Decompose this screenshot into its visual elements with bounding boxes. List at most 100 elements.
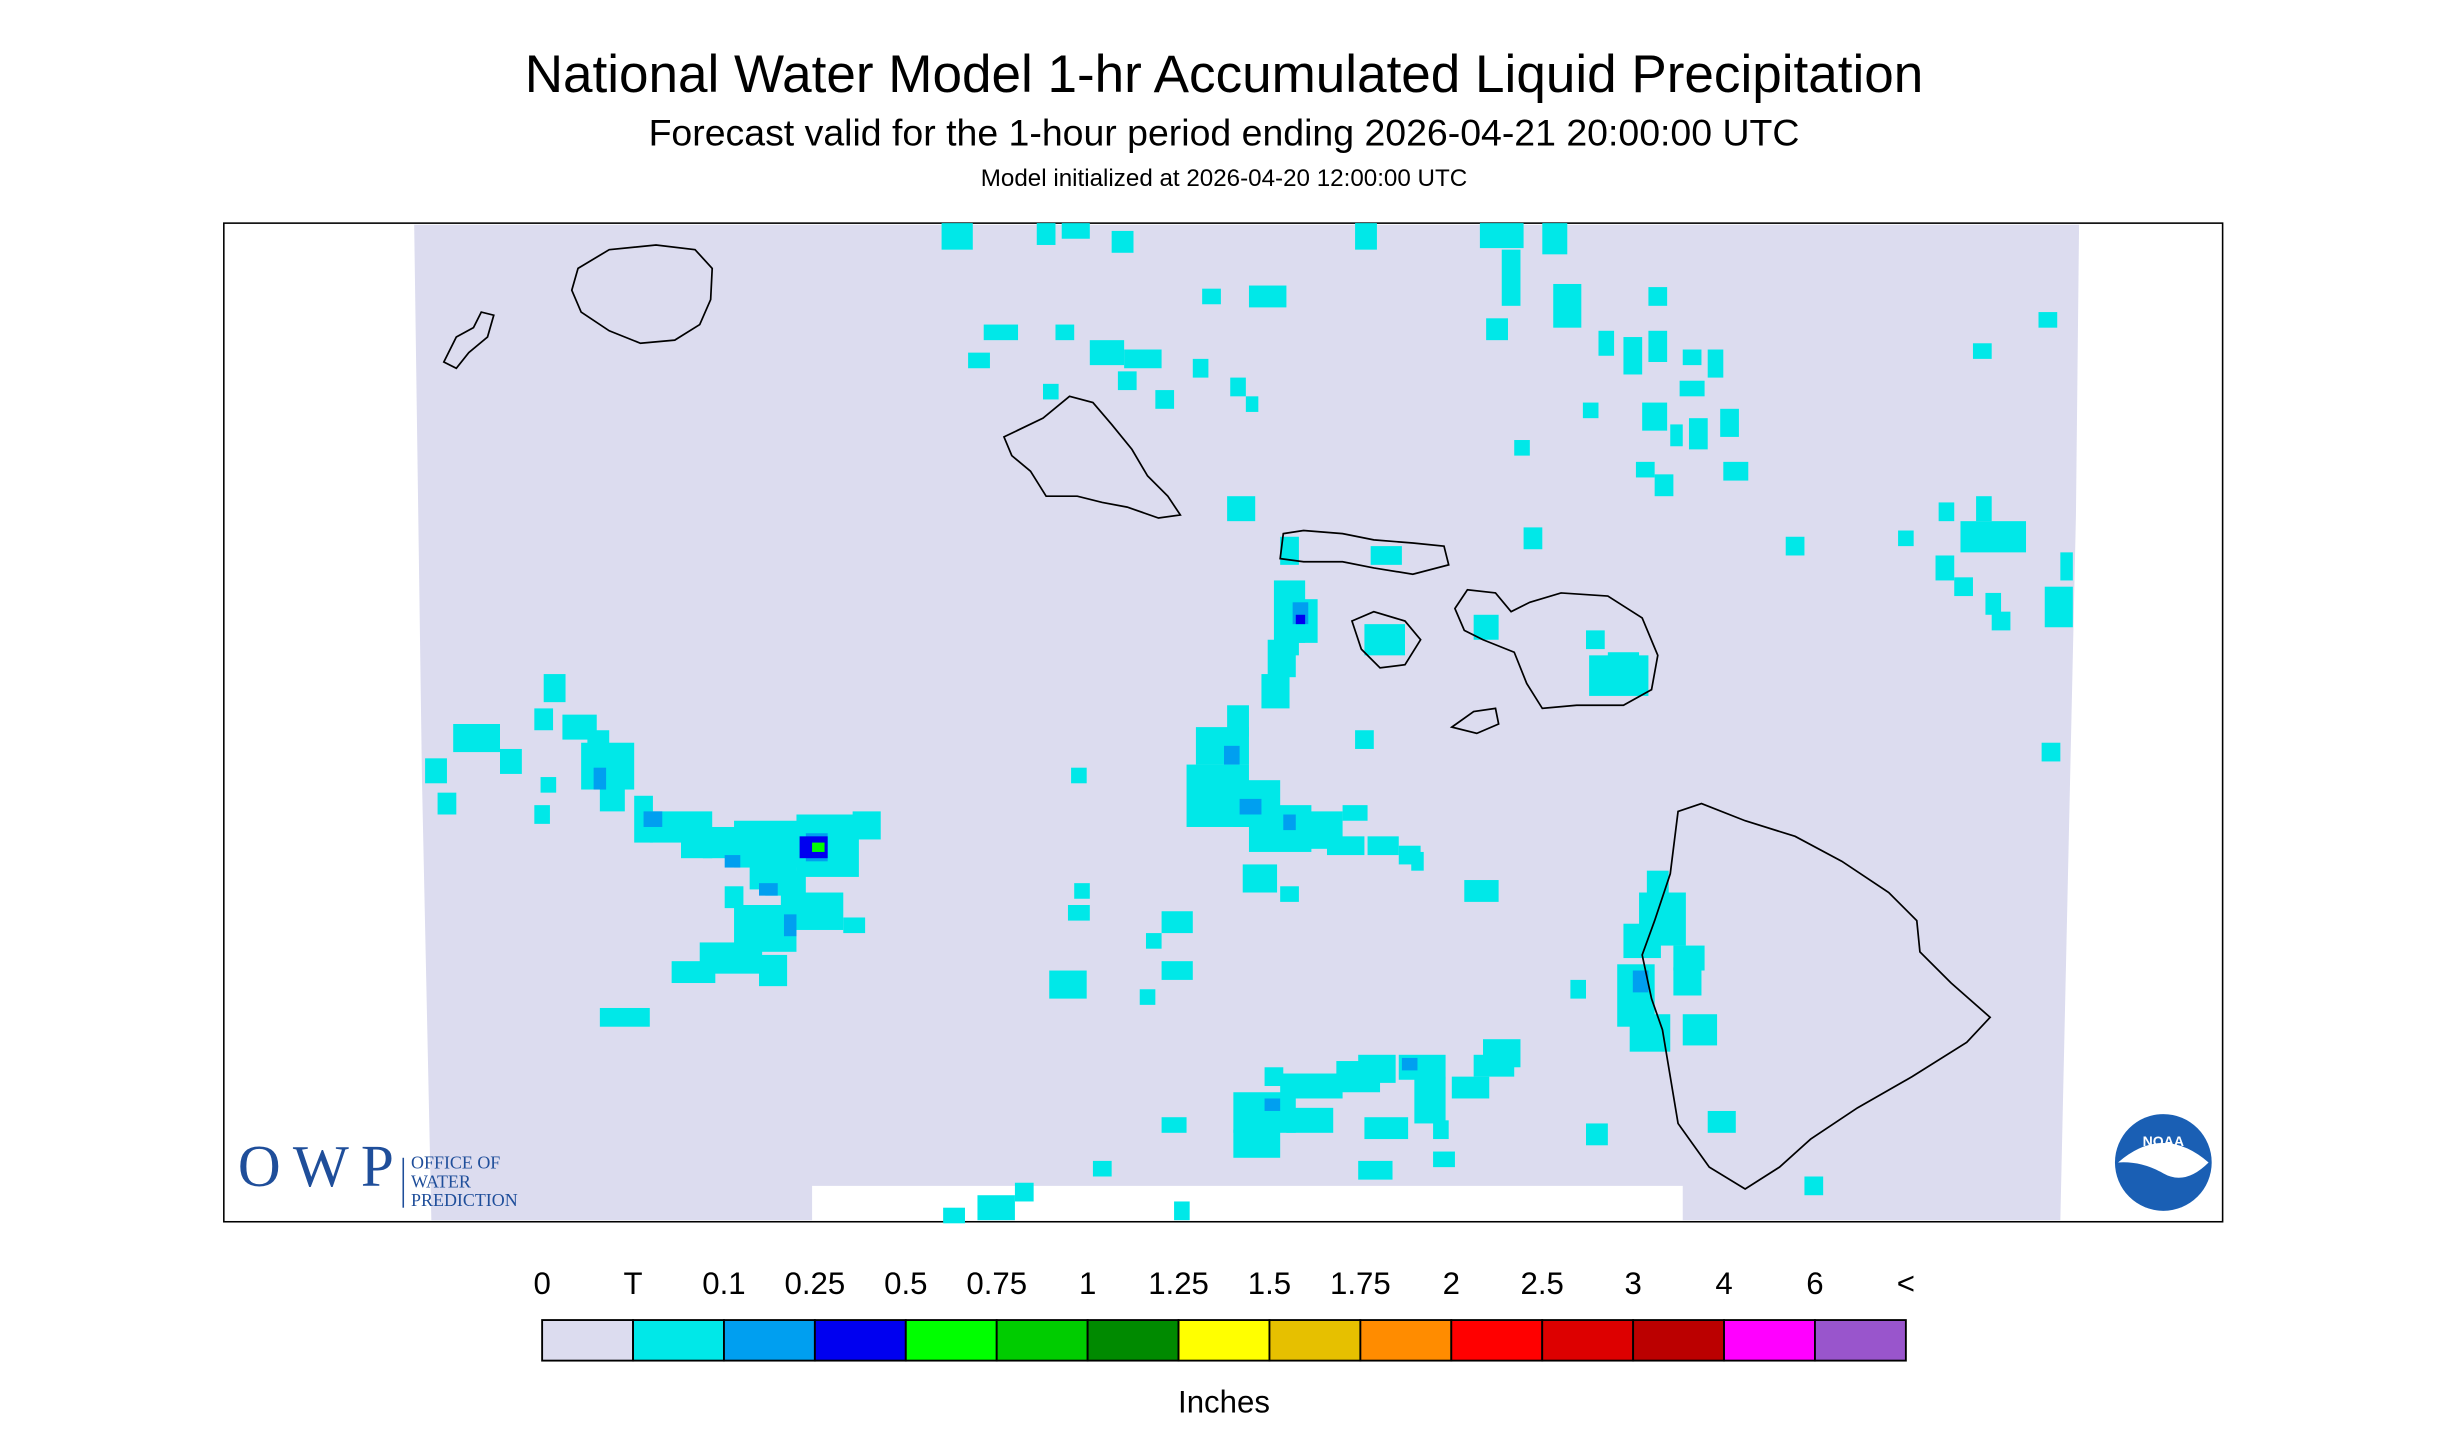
legend-swatch bbox=[1086, 1319, 1180, 1362]
maui bbox=[1453, 588, 1659, 710]
precip-cell bbox=[1785, 536, 1805, 556]
precip-cell bbox=[812, 842, 825, 852]
legend-swatch bbox=[813, 1319, 907, 1362]
noaa-logo: NOAA bbox=[2114, 1114, 2212, 1211]
noaa-text: NOAA bbox=[2143, 1133, 2184, 1149]
precip-cell bbox=[2038, 312, 2058, 328]
precip-cell bbox=[1648, 287, 1668, 306]
oahu bbox=[1002, 395, 1182, 519]
precip-cell bbox=[1043, 383, 1059, 400]
precip-cell bbox=[1239, 798, 1262, 815]
precip-cell bbox=[1629, 1014, 1671, 1052]
legend-swatch bbox=[1359, 1319, 1453, 1362]
precip-cell bbox=[1061, 223, 1090, 239]
precip-cell bbox=[1117, 371, 1137, 391]
precip-cell bbox=[1433, 1120, 1449, 1140]
molokai bbox=[1279, 529, 1450, 576]
precip-cell bbox=[1898, 530, 1914, 547]
precip-cell bbox=[1414, 1076, 1446, 1124]
owp-text: PREDICTION bbox=[411, 1190, 518, 1210]
precip-cell bbox=[1632, 970, 1649, 993]
legend-label: 4 bbox=[1715, 1266, 1732, 1301]
precip-cell bbox=[759, 883, 778, 896]
precip-cell bbox=[1682, 349, 1702, 366]
owp-logo: OWP bbox=[238, 1133, 394, 1199]
precip-cell bbox=[1264, 1067, 1284, 1086]
precip-cell bbox=[1342, 805, 1368, 821]
precip-cell bbox=[1074, 883, 1090, 899]
legend-swatch bbox=[995, 1319, 1089, 1362]
precip-cell bbox=[1014, 1182, 1034, 1202]
precip-cell bbox=[534, 805, 550, 824]
precip-cell bbox=[1623, 923, 1661, 959]
precip-cell bbox=[1155, 390, 1175, 409]
precip-cell bbox=[1607, 652, 1640, 671]
precip-cell bbox=[1049, 970, 1087, 999]
precip-cell bbox=[783, 914, 797, 937]
precip-cell bbox=[1707, 349, 1724, 378]
precip-cell bbox=[437, 792, 457, 815]
coastlines bbox=[442, 244, 1992, 1190]
precip-cell bbox=[1145, 933, 1162, 949]
legend-swatch bbox=[723, 1319, 816, 1362]
kahoolawe bbox=[1449, 707, 1500, 735]
legend-label: 0.1 bbox=[702, 1266, 745, 1301]
precip-cell bbox=[1542, 223, 1568, 255]
precip-cell bbox=[671, 961, 716, 984]
precip-cell bbox=[1261, 674, 1290, 709]
precip-cell bbox=[1582, 402, 1599, 419]
precip-cell bbox=[1264, 1098, 1281, 1111]
precip-cell bbox=[1202, 288, 1221, 305]
owp-text: WATER bbox=[411, 1171, 471, 1191]
precip-cell bbox=[759, 954, 788, 987]
precip-cell bbox=[1804, 1176, 1824, 1196]
precip-cell bbox=[1586, 1123, 1608, 1146]
legend-label: < bbox=[1897, 1266, 1915, 1301]
precip-cell bbox=[1227, 705, 1249, 737]
precip-cell bbox=[1523, 527, 1543, 550]
precip-cell bbox=[1670, 424, 1683, 447]
precip-cell bbox=[1286, 1107, 1334, 1133]
precip-cell bbox=[1367, 836, 1399, 856]
precip-cell bbox=[1479, 223, 1524, 249]
legend-label: 1 bbox=[1079, 1266, 1096, 1301]
precip-cell bbox=[1245, 396, 1259, 412]
precip-cell bbox=[1248, 285, 1287, 308]
init-time: Model initialized at 2026-04-20 12:00:00… bbox=[981, 165, 1467, 192]
precip-cell bbox=[1433, 1151, 1455, 1168]
legend-swatch bbox=[1541, 1319, 1635, 1362]
precip-cell bbox=[1954, 577, 1973, 597]
precip-cell bbox=[983, 324, 1019, 341]
legend-label: 0.5 bbox=[884, 1266, 927, 1301]
precip-cell bbox=[1355, 223, 1377, 250]
precip-cell bbox=[599, 1007, 650, 1027]
precip-cell bbox=[1598, 330, 1615, 356]
precip-cell bbox=[1673, 945, 1705, 971]
precip-cell bbox=[1682, 1014, 1718, 1046]
precip-cell bbox=[941, 223, 973, 250]
precip-cell bbox=[1654, 474, 1674, 497]
precip-cell bbox=[1283, 814, 1296, 831]
precip-cell bbox=[1227, 496, 1256, 522]
precip-cell bbox=[1586, 630, 1605, 650]
precip-cell bbox=[453, 724, 500, 753]
legend-label: 3 bbox=[1624, 1266, 1641, 1301]
legend-label: 2.5 bbox=[1521, 1266, 1564, 1301]
precip-cell bbox=[1055, 324, 1075, 341]
precip-cell bbox=[1501, 249, 1521, 306]
legend-label: 1.25 bbox=[1148, 1266, 1209, 1301]
legend-label: 6 bbox=[1806, 1266, 1823, 1301]
legend-label: 0 bbox=[533, 1266, 550, 1301]
precip-cell bbox=[1451, 1076, 1490, 1099]
legend-swatch bbox=[1450, 1319, 1544, 1362]
title: National Water Model 1-hr Accumulated Li… bbox=[525, 45, 1924, 104]
subtitle: Forecast valid for the 1-hour period end… bbox=[649, 112, 1800, 154]
precip-cell bbox=[543, 674, 566, 703]
legend-swatch bbox=[1632, 1319, 1725, 1362]
legend-swatch bbox=[904, 1319, 998, 1362]
precip-cell bbox=[1401, 1057, 1418, 1071]
precip-field bbox=[425, 223, 2073, 1224]
precip-cell bbox=[1635, 461, 1655, 478]
precip-cell bbox=[1295, 614, 1306, 625]
